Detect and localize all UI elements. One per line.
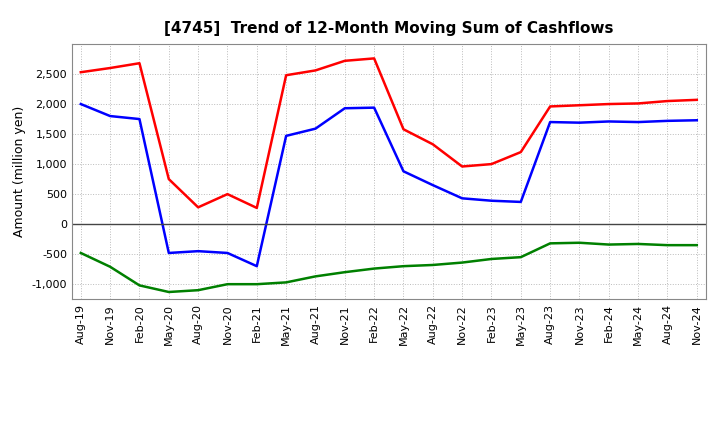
Operating Cashflow xyxy=(253,205,261,211)
Operating Cashflow xyxy=(194,205,202,210)
Free Cashflow xyxy=(164,250,173,256)
Investing Cashflow xyxy=(634,241,642,246)
Operating Cashflow xyxy=(663,99,672,104)
Operating Cashflow xyxy=(370,56,379,61)
Investing Cashflow xyxy=(282,280,290,285)
Operating Cashflow xyxy=(164,176,173,182)
Line: Operating Cashflow: Operating Cashflow xyxy=(81,59,697,208)
Operating Cashflow xyxy=(282,73,290,78)
Free Cashflow xyxy=(282,133,290,139)
Free Cashflow xyxy=(223,250,232,256)
Operating Cashflow xyxy=(634,101,642,106)
Operating Cashflow xyxy=(399,127,408,132)
Free Cashflow xyxy=(76,101,85,106)
Investing Cashflow xyxy=(135,283,144,288)
Free Cashflow xyxy=(663,118,672,124)
Operating Cashflow xyxy=(311,68,320,73)
Line: Free Cashflow: Free Cashflow xyxy=(81,104,697,266)
Free Cashflow xyxy=(194,249,202,254)
Investing Cashflow xyxy=(194,288,202,293)
Free Cashflow xyxy=(546,119,554,125)
Operating Cashflow xyxy=(135,61,144,66)
Investing Cashflow xyxy=(458,260,467,265)
Free Cashflow xyxy=(693,117,701,123)
Operating Cashflow xyxy=(76,70,85,75)
Free Cashflow xyxy=(399,169,408,174)
Y-axis label: Amount (million yen): Amount (million yen) xyxy=(13,106,26,237)
Investing Cashflow xyxy=(106,264,114,269)
Operating Cashflow xyxy=(575,103,584,108)
Investing Cashflow xyxy=(575,240,584,246)
Investing Cashflow xyxy=(428,262,437,268)
Investing Cashflow xyxy=(663,242,672,248)
Investing Cashflow xyxy=(546,241,554,246)
Operating Cashflow xyxy=(546,104,554,109)
Free Cashflow xyxy=(135,117,144,122)
Operating Cashflow xyxy=(223,191,232,197)
Free Cashflow xyxy=(575,120,584,125)
Free Cashflow xyxy=(634,119,642,125)
Free Cashflow xyxy=(370,105,379,110)
Free Cashflow xyxy=(106,114,114,119)
Operating Cashflow xyxy=(106,66,114,71)
Line: Investing Cashflow: Investing Cashflow xyxy=(81,243,697,292)
Investing Cashflow xyxy=(311,274,320,279)
Free Cashflow xyxy=(253,264,261,269)
Investing Cashflow xyxy=(370,266,379,271)
Operating Cashflow xyxy=(487,161,496,167)
Investing Cashflow xyxy=(516,254,525,260)
Investing Cashflow xyxy=(341,270,349,275)
Investing Cashflow xyxy=(399,264,408,269)
Operating Cashflow xyxy=(605,101,613,106)
Operating Cashflow xyxy=(341,58,349,63)
Title: [4745]  Trend of 12-Month Moving Sum of Cashflows: [4745] Trend of 12-Month Moving Sum of C… xyxy=(164,21,613,36)
Investing Cashflow xyxy=(76,250,85,256)
Operating Cashflow xyxy=(458,164,467,169)
Legend: Operating Cashflow, Investing Cashflow, Free Cashflow: Operating Cashflow, Investing Cashflow, … xyxy=(132,438,645,440)
Investing Cashflow xyxy=(223,282,232,287)
Free Cashflow xyxy=(516,199,525,205)
Operating Cashflow xyxy=(693,97,701,103)
Operating Cashflow xyxy=(516,150,525,155)
Free Cashflow xyxy=(311,126,320,131)
Investing Cashflow xyxy=(693,242,701,248)
Investing Cashflow xyxy=(253,282,261,287)
Free Cashflow xyxy=(428,183,437,188)
Investing Cashflow xyxy=(605,242,613,247)
Operating Cashflow xyxy=(428,142,437,147)
Free Cashflow xyxy=(458,196,467,201)
Free Cashflow xyxy=(605,119,613,124)
Free Cashflow xyxy=(341,106,349,111)
Investing Cashflow xyxy=(487,257,496,262)
Free Cashflow xyxy=(487,198,496,203)
Investing Cashflow xyxy=(164,290,173,295)
